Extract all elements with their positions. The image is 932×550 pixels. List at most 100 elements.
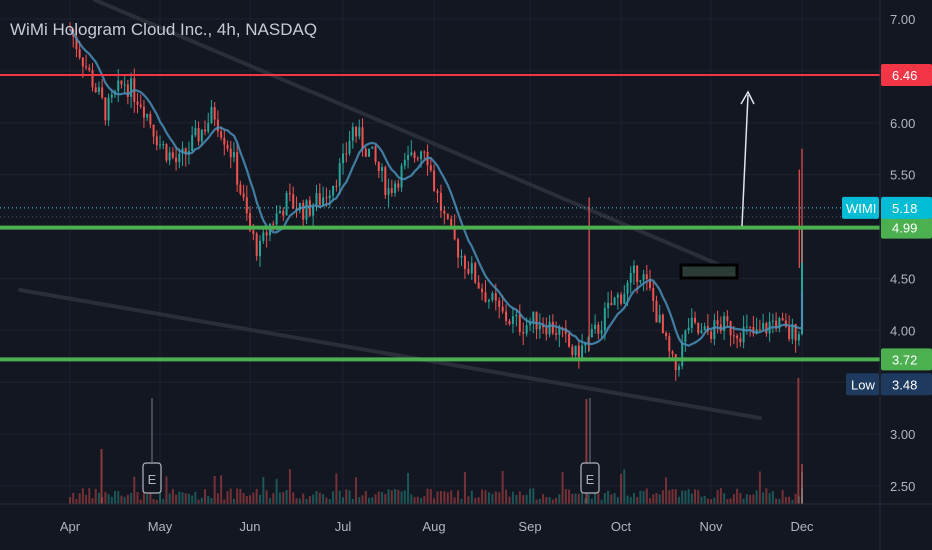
volume-bar (345, 489, 348, 504)
candle-body (239, 184, 242, 194)
volume-bar (742, 498, 745, 504)
volume-bar (85, 494, 88, 504)
volume-bar (146, 494, 149, 504)
candle-body (368, 148, 371, 157)
volume-bar (642, 491, 645, 504)
candle-body (282, 211, 285, 216)
volume-bar (159, 488, 162, 504)
volume-bar (719, 488, 722, 504)
volume-bar (474, 497, 477, 504)
candle-body (184, 148, 187, 155)
candle-body (302, 202, 305, 220)
candle-body (175, 157, 178, 163)
volume-bar (252, 492, 255, 504)
volume-bar (522, 495, 525, 504)
volume-bar (726, 499, 729, 504)
volume-bar (312, 494, 315, 504)
candle-body (358, 127, 361, 137)
low-name: Low (851, 377, 875, 392)
candle-body (501, 306, 504, 312)
volume-bar (100, 449, 103, 504)
volume-bar (142, 489, 145, 504)
candle-body (762, 323, 765, 330)
candle-body (97, 87, 100, 93)
volume-bar (384, 493, 387, 504)
candle-body (577, 345, 580, 361)
candle-body (661, 314, 664, 333)
volume-bar (308, 496, 311, 504)
candle-body (590, 328, 593, 337)
last-price-tag-bg (881, 196, 932, 219)
volume-bar (529, 488, 532, 504)
candle-body (136, 101, 139, 105)
candle-body (467, 268, 470, 274)
volume-bar (745, 494, 748, 504)
candle-body (726, 316, 729, 322)
volume-bar (706, 498, 709, 504)
trendline-lower (18, 288, 762, 420)
candle-body (126, 84, 129, 97)
candle-body (778, 318, 781, 329)
x-tick-label: Jul (335, 519, 352, 534)
x-tick-label: Nov (699, 519, 723, 534)
volume-bar (687, 489, 690, 504)
volume-bar (397, 490, 400, 504)
volume-bar (197, 499, 200, 504)
volume-bar (107, 494, 110, 504)
candle-body (355, 126, 358, 137)
candle-body (400, 165, 403, 188)
volume-bar (716, 490, 719, 504)
candle-body (594, 324, 597, 329)
candle-body (645, 274, 648, 280)
volume-bar (272, 493, 275, 504)
volume-bar (658, 494, 661, 504)
volume-bar (155, 499, 158, 504)
volume-bar (133, 476, 136, 504)
volume-bar (585, 399, 588, 504)
price-level-tag-bg (881, 64, 932, 87)
candle-body (374, 146, 377, 162)
volume-bar (387, 489, 390, 504)
volume-bar (551, 499, 554, 504)
volume-bar (139, 499, 142, 504)
volume-bar (674, 489, 677, 504)
volume-bar (335, 473, 338, 504)
volume-bar (226, 491, 229, 504)
candle-body (697, 322, 700, 334)
candle-body (525, 325, 528, 334)
volume-bar (574, 493, 577, 504)
price-level-tag: 6.46 (892, 68, 917, 83)
candle-body (178, 153, 181, 163)
volume-bar (491, 493, 494, 504)
price-level-tag-bg (881, 348, 932, 371)
candle-body (242, 193, 245, 198)
volume-bar (322, 494, 325, 504)
volume-bar (268, 498, 271, 504)
volume-bar (505, 489, 508, 504)
candle-body (665, 332, 668, 337)
volume-bar (538, 498, 541, 504)
candle-body (94, 87, 97, 93)
volume-bar (561, 471, 564, 504)
volume-bar (390, 490, 393, 504)
volume-bar (443, 491, 446, 504)
candle-body (755, 329, 758, 334)
candle-body (581, 345, 584, 361)
x-tick-label: Dec (790, 519, 814, 534)
symbol-tag: WIMI (846, 201, 876, 216)
candle-body (623, 293, 626, 304)
volume-bar (302, 493, 305, 504)
low-tag: 3.48 (892, 377, 917, 392)
candle-body (146, 114, 149, 118)
candle-body (674, 354, 677, 371)
candle-body (487, 300, 490, 302)
volume-bar (649, 498, 652, 504)
volume-bar (590, 498, 593, 504)
candle-body (629, 273, 632, 283)
candle-body (457, 239, 460, 258)
y-tick-label: 5.50 (890, 168, 915, 183)
candle-body (194, 128, 197, 136)
candle-body (681, 342, 684, 367)
candle-body (765, 323, 768, 334)
